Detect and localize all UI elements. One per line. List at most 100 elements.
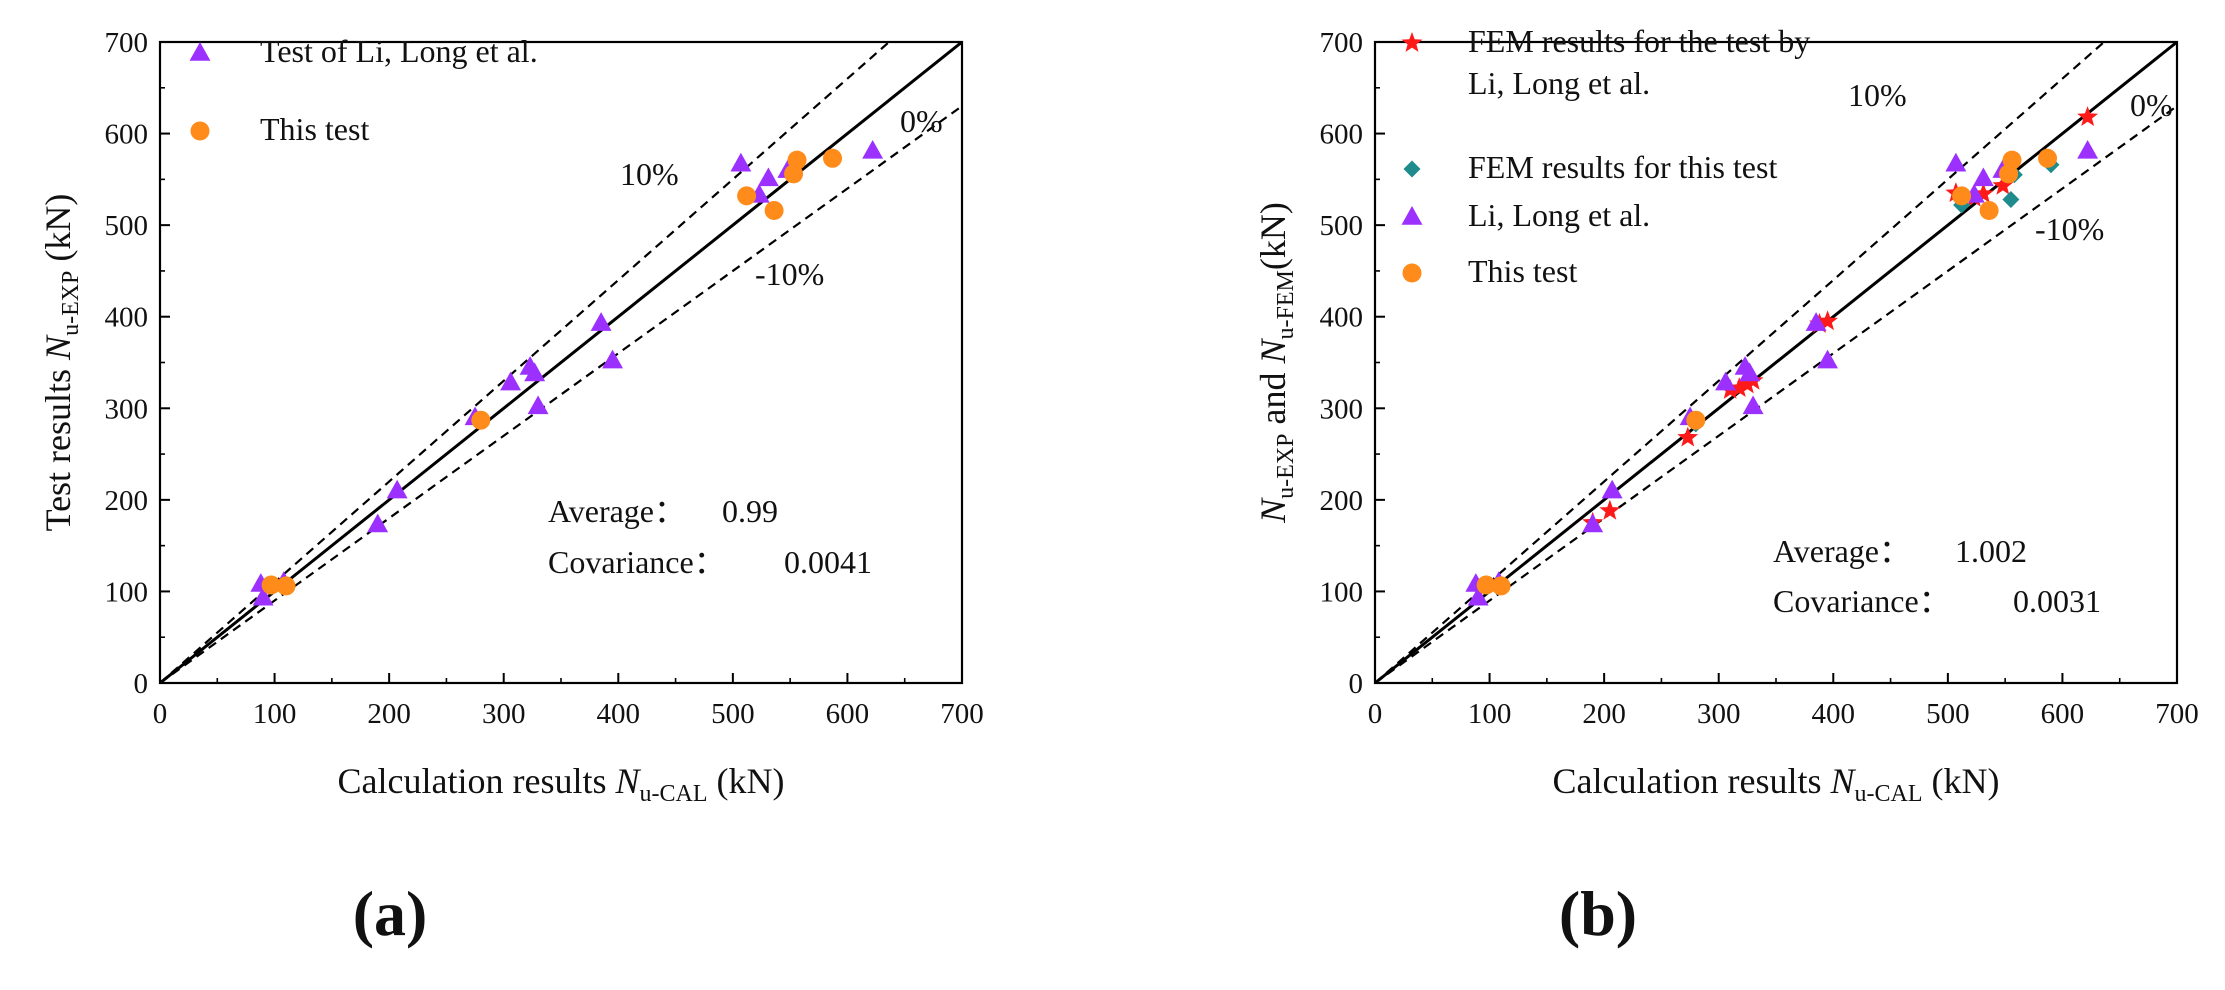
- x-tick-label: 200: [1582, 698, 1626, 730]
- line-label-minus10: -10%: [2035, 211, 2104, 247]
- data-point-circle: [2002, 150, 2022, 170]
- y-tick-label: 400: [1320, 302, 1364, 334]
- y-axis-label-prefix: Test results: [38, 360, 78, 531]
- x-axis-label-sub: u-CAL: [1854, 781, 1922, 807]
- y-axis-label: Nu-EXP and Nu-FEM(kN): [1253, 202, 1299, 524]
- data-point-triangle: [730, 152, 752, 172]
- x-tick-label: 100: [1468, 698, 1512, 730]
- y-tick-label: 0: [134, 668, 149, 700]
- data-point-circle: [261, 575, 281, 595]
- legend-marker-triangle: [189, 42, 211, 61]
- legend-label: This test: [260, 111, 369, 147]
- data-point-star: [2077, 106, 2099, 126]
- x-tick-label: 100: [253, 698, 297, 730]
- y-axis-label-var1: N: [1253, 497, 1293, 524]
- line-label-zero: 0%: [2130, 87, 2173, 123]
- data-point-circle: [1952, 186, 1972, 206]
- legend-label-line2: Li, Long et al.: [1468, 65, 1650, 101]
- data-point-circle: [764, 200, 784, 220]
- x-tick-label: 400: [597, 698, 641, 730]
- x-tick-label: 0: [1368, 698, 1383, 730]
- axis-ticks: 0 100 200 300 400 500 600 700 0 100 200 300 400 500 60…: [1320, 27, 2199, 730]
- y-tick-label: 300: [1320, 393, 1364, 425]
- y-axis-label: Test results Nu-EXP (kN): [38, 194, 84, 532]
- x-axis-label-var: N: [614, 761, 641, 801]
- data-point-triangle: [1742, 395, 1764, 415]
- chart-panel-a: 0 100 200 300 400 500 600 700 0 100 200 300 400 500 60…: [38, 27, 984, 949]
- x-axis-label-sub: u-CAL: [639, 781, 707, 807]
- legend-label: FEM results for this test: [1468, 149, 1777, 185]
- data-point-circle: [276, 576, 296, 596]
- legend: FEM results for the test by Li, Long et a…: [1401, 23, 1810, 289]
- y-tick-label: 500: [105, 210, 149, 242]
- data-point-triangle: [757, 167, 779, 187]
- y-axis-label-var2: N: [1253, 338, 1293, 365]
- x-axis-label-prefix: Calculation results: [1553, 761, 1831, 801]
- series-circle: [1476, 148, 2058, 596]
- y-tick-label: 700: [1320, 27, 1364, 59]
- y-axis-label-mid: and: [1253, 364, 1293, 434]
- x-axis-label-var: N: [1829, 761, 1856, 801]
- data-point-circle: [1476, 575, 1496, 595]
- y-axis-label-sub: u-EXP: [58, 271, 84, 336]
- x-tick-label: 500: [1926, 698, 1970, 730]
- data-point-star: [1817, 310, 1838, 331]
- x-tick-label: 600: [826, 698, 870, 730]
- line-label-zero: 0%: [900, 103, 943, 139]
- data-point-star: [1728, 377, 1750, 397]
- data-point-circle: [823, 148, 843, 168]
- y-tick-label: 100: [1320, 576, 1364, 608]
- reference-line-plus10: [1375, 42, 2106, 683]
- data-point-star: [1677, 426, 1699, 447]
- y-tick-label: 200: [105, 485, 149, 517]
- data-point-triangle: [1945, 152, 1967, 172]
- x-tick-label: 0: [153, 698, 168, 730]
- y-axis-label-var: N: [38, 334, 78, 361]
- line-label-minus10: -10%: [755, 256, 824, 292]
- x-tick-label: 500: [711, 698, 755, 730]
- data-point-triangle: [1715, 371, 1737, 391]
- reference-line-zero: [160, 42, 962, 683]
- data-point-triangle: [500, 371, 522, 391]
- data-point-circle: [1979, 200, 1999, 220]
- x-axis-label: Calculation results Nu-CAL (kN): [338, 761, 785, 807]
- data-point-star: [1972, 183, 1994, 203]
- y-tick-label: 200: [1320, 485, 1364, 517]
- line-label-plus10: 10%: [1848, 77, 1907, 113]
- data-point-triangle: [1467, 586, 1489, 606]
- reference-line-zero: [1375, 42, 2177, 683]
- y-tick-label: 600: [105, 119, 149, 151]
- reference-lines: [1375, 42, 2177, 683]
- x-tick-label: 300: [482, 698, 526, 730]
- data-point-star: [1736, 373, 1758, 394]
- legend-marker-star: [1401, 32, 1423, 52]
- stats-label: Covariance：: [548, 544, 726, 580]
- y-tick-label: 400: [105, 302, 149, 334]
- line-label-plus10: 10%: [620, 156, 679, 192]
- data-point-circle: [1491, 576, 1511, 596]
- data-point-triangle: [862, 139, 884, 159]
- stats-label: Average：: [548, 493, 686, 529]
- reference-lines: [160, 42, 962, 683]
- data-point-triangle: [367, 513, 389, 533]
- data-point-diamond: [2002, 191, 2020, 209]
- data-point-triangle: [1739, 362, 1761, 382]
- y-tick-label: 700: [105, 27, 149, 59]
- reference-line-plus10: [160, 42, 891, 683]
- stats-label: Covariance：: [1773, 583, 1951, 619]
- legend-label: Li, Long et al.: [1468, 197, 1650, 233]
- x-axis-label: Calculation results Nu-CAL (kN): [1553, 761, 2000, 807]
- y-tick-label: 100: [105, 576, 149, 608]
- y-axis-label-sub1: u-EXP: [1273, 433, 1299, 498]
- y-tick-label: 300: [105, 393, 149, 425]
- data-point-circle: [787, 150, 807, 170]
- stats-value: 0.0031: [2013, 583, 2101, 619]
- x-axis-label-suffix: (kN): [707, 761, 784, 801]
- legend-marker-diamond: [1403, 160, 1421, 178]
- data-point-triangle: [1817, 349, 1839, 369]
- x-tick-label: 700: [2155, 698, 2199, 730]
- legend-label: Test of Li, Long et al.: [260, 33, 538, 69]
- stats-value: 0.0041: [784, 544, 872, 580]
- panel-label: (a): [353, 878, 428, 949]
